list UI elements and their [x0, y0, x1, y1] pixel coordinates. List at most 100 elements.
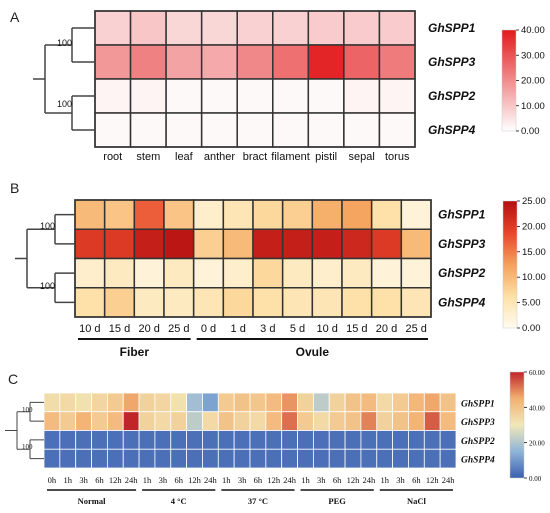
heatmap-cell — [43, 392, 61, 413]
heatmap-cell — [91, 411, 108, 431]
heatmap-cell — [307, 10, 345, 46]
heatmap-cell — [378, 112, 416, 148]
gene-label: GhSPP2 — [461, 437, 495, 447]
heatmap-cell — [43, 448, 61, 469]
heatmap-cell — [103, 257, 136, 289]
heatmap-cell — [165, 112, 203, 148]
heatmap-cell — [122, 411, 140, 431]
column-label: 1h — [380, 475, 389, 485]
heatmap-cell — [341, 287, 373, 318]
heatmap-cell — [129, 112, 167, 148]
heatmap-cell — [376, 411, 394, 431]
heatmap-cell — [129, 10, 167, 46]
heatmap-cell — [200, 44, 238, 80]
bootstrap-label: 100 — [57, 99, 72, 109]
heatmap-cell — [281, 257, 314, 289]
colorbar-tick-label: 40.00 — [529, 404, 545, 412]
heatmap-cell — [75, 411, 92, 431]
heatmap-cell — [439, 448, 457, 469]
heatmap-cell — [343, 78, 381, 114]
heatmap-cell — [249, 448, 267, 469]
heatmap-cell — [423, 411, 441, 431]
group-label: Fiber — [120, 345, 150, 359]
heatmap-cell — [200, 10, 238, 46]
gene-label: GhSPP4 — [428, 123, 476, 137]
heatmap-cell — [281, 228, 314, 260]
heatmap-cell — [75, 430, 92, 450]
gene-label: GhSPP1 — [461, 399, 495, 409]
column-label: 15 d — [346, 323, 367, 335]
heatmap-cell — [106, 392, 124, 413]
heatmap-cell — [400, 228, 432, 260]
heatmap-cell — [249, 411, 267, 431]
heatmap-cell — [272, 10, 310, 46]
heatmap-cell — [75, 392, 92, 413]
column-label: 3h — [396, 475, 405, 485]
heatmap-cell — [222, 228, 254, 260]
heatmap-cell — [186, 448, 203, 469]
column-label: filament — [271, 151, 310, 163]
column-label: 3h — [79, 475, 88, 485]
group-label: Normal — [78, 496, 106, 506]
heatmap-cell — [170, 430, 188, 450]
heatmap-cell — [133, 287, 165, 318]
column-label: 25 d — [168, 323, 189, 335]
heatmap-cell — [43, 430, 61, 450]
heatmap-cell — [307, 44, 345, 80]
colorbar-tick-label: 0.00 — [521, 126, 540, 137]
heatmap-cell — [297, 411, 314, 431]
heatmap-cell — [222, 257, 254, 289]
heatmap-cell — [91, 448, 108, 469]
heatmap-cell — [43, 411, 61, 431]
column-label: anther — [204, 151, 236, 163]
heatmap-cell — [297, 448, 314, 469]
panel-label-b: B — [10, 180, 19, 196]
column-label: 1h — [143, 475, 152, 485]
heatmap-cell — [341, 257, 373, 289]
column-label: 0h — [48, 475, 57, 485]
colorbar-tick-label: 20.00 — [521, 76, 545, 87]
column-label: 25 d — [405, 323, 426, 335]
heatmap-cell — [233, 448, 251, 469]
group-label: 4 °C — [171, 496, 187, 506]
column-label: stem — [136, 151, 160, 163]
heatmap-cell — [233, 430, 251, 450]
colorbar-tick-label: 0.00 — [529, 475, 542, 483]
heatmap-cell — [343, 44, 381, 80]
heatmap-cell — [138, 448, 156, 469]
heatmap-border — [94, 10, 416, 148]
heatmap-cell — [186, 430, 203, 450]
column-label: 6h — [412, 475, 421, 485]
gene-label: GhSPP2 — [428, 89, 476, 103]
heatmap-cell — [376, 430, 394, 450]
heatmap-cell — [252, 257, 284, 289]
column-label: 24h — [442, 475, 456, 485]
column-label: 6h — [333, 475, 342, 485]
heatmap-cell — [202, 448, 219, 469]
heatmap-cell — [154, 448, 172, 469]
heatmap-cell — [281, 411, 298, 431]
heatmap-cell — [265, 448, 283, 469]
heatmap-cell — [311, 228, 343, 260]
heatmap-cell — [265, 411, 283, 431]
heatmap-cell — [392, 448, 409, 469]
heatmap-cell — [423, 392, 441, 413]
column-label: 12h — [347, 475, 361, 485]
heatmap-cell — [423, 448, 441, 469]
heatmap-cell — [138, 430, 156, 450]
heatmap-cell — [236, 44, 274, 80]
heatmap-cell — [265, 430, 283, 450]
heatmap-cell — [59, 448, 77, 469]
heatmap-cell — [252, 228, 284, 260]
colorbar-tick-label: 40.00 — [521, 25, 545, 36]
heatmap-cell — [400, 199, 432, 230]
heatmap-cell — [202, 392, 219, 413]
heatmap-cell — [400, 257, 432, 289]
colorbar-tick-label: 60.00 — [529, 369, 545, 377]
column-label: 12h — [267, 475, 281, 485]
heatmap-cell — [233, 411, 251, 431]
heatmap-cell — [272, 78, 310, 114]
bootstrap-label: 100 — [57, 38, 72, 48]
heatmap-cell — [122, 392, 140, 413]
column-label: 24h — [125, 475, 139, 485]
